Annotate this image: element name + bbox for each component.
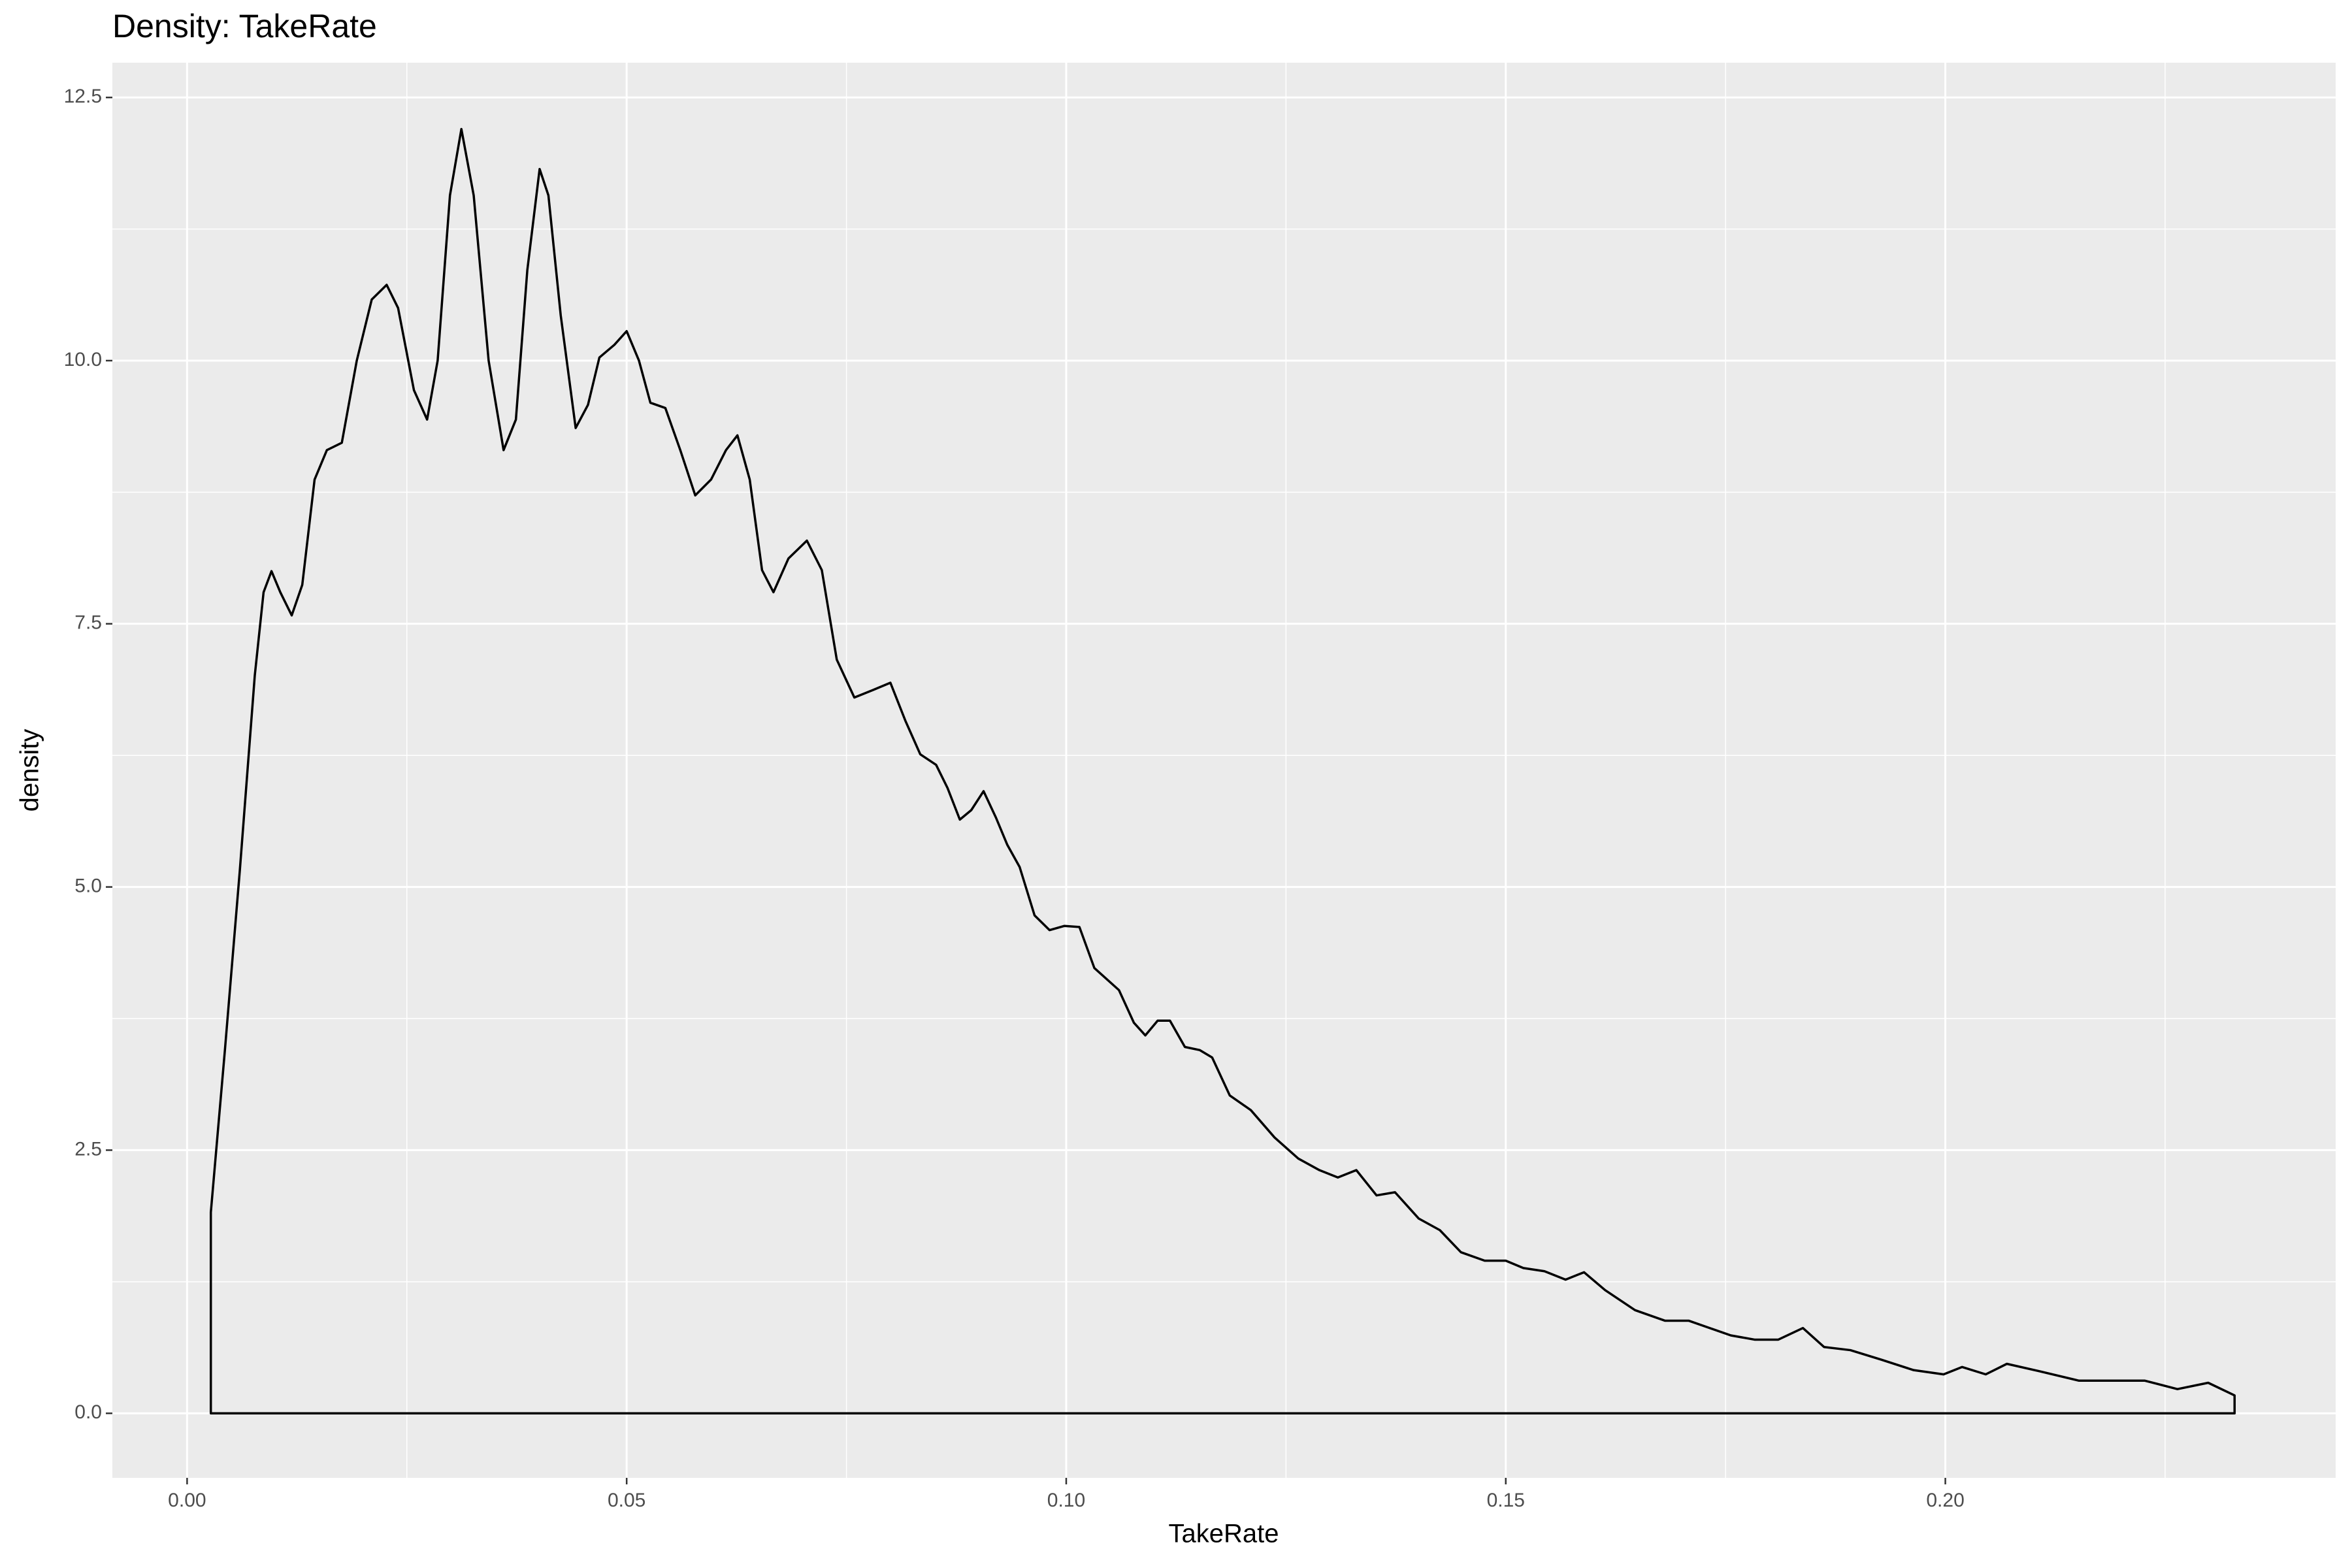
y-tick-label: 5.0 [74,875,102,897]
y-axis-label: density [16,729,44,812]
density-curve [209,127,2236,1414]
y-tick-label: 7.5 [74,612,102,634]
x-tick-label: 0.15 [1487,1490,1525,1511]
x-tick-label: 0.00 [168,1490,206,1511]
y-tick-label: 0.0 [74,1401,102,1423]
y-tick-label: 2.5 [74,1138,102,1160]
chart-title: Density: TakeRate [112,8,377,44]
y-tick-label: 12.5 [64,86,102,107]
x-tick-label: 0.05 [608,1490,645,1511]
y-tick-label: 10.0 [64,349,102,370]
x-tick-label: 0.10 [1047,1490,1085,1511]
x-tick-label: 0.20 [1926,1490,1964,1511]
x-axis-label: TakeRate [1169,1520,1279,1548]
panel-background [112,63,2336,1478]
